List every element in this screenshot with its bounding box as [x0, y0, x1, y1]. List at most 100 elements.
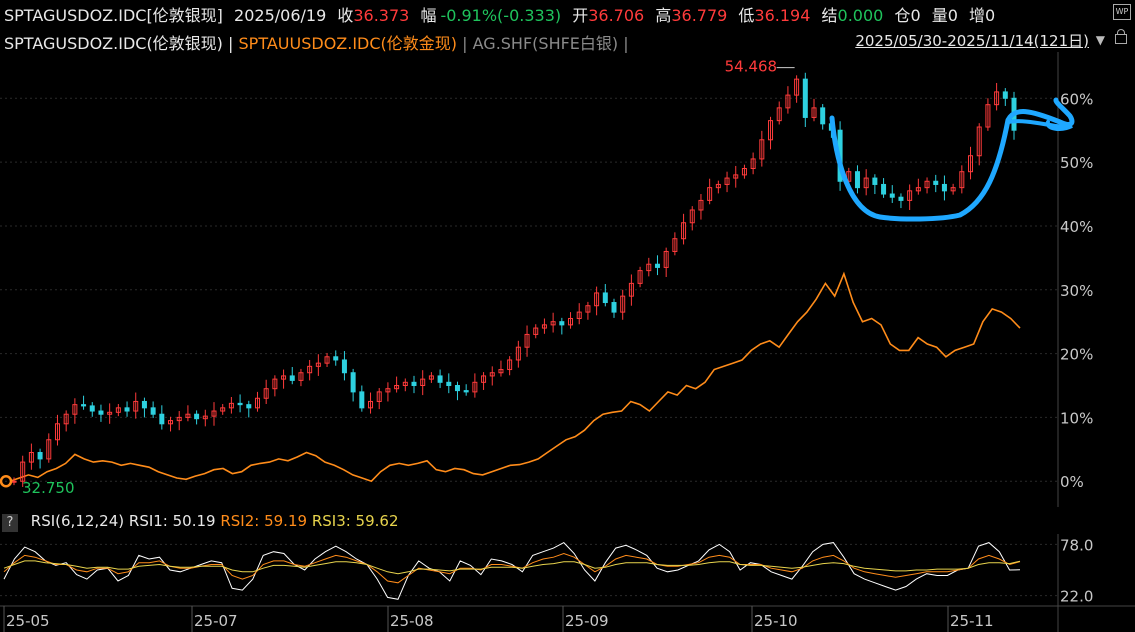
candle-body	[28, 452, 34, 463]
high-price-label: 54.468	[725, 58, 778, 76]
candle-body	[820, 107, 826, 125]
candle-body	[81, 404, 87, 407]
candle-body	[976, 126, 982, 157]
candle-body	[898, 196, 904, 201]
rsi-name: RSI(6,12,24)	[30, 512, 125, 530]
rsi-tick-label: 22.0	[1060, 588, 1093, 606]
help-icon[interactable]: ?	[2, 514, 18, 532]
quote-date: 2025/06/19	[234, 6, 327, 25]
candle-body	[533, 327, 539, 335]
candle-body	[307, 365, 313, 374]
candle-body	[524, 333, 530, 348]
candle-body	[341, 359, 347, 374]
main-chart[interactable]: 0% 10% 20% 30% 40% 50% 60% 54.468 32.750	[0, 52, 1135, 507]
wp-icon[interactable]: WP	[1113, 4, 1131, 20]
candle-body	[333, 356, 339, 361]
candle-body	[646, 263, 652, 272]
candle-body	[933, 180, 939, 185]
y-tick-label: 20%	[1060, 346, 1093, 364]
rsi-line-3	[3, 560, 1021, 575]
candle-body	[915, 187, 921, 192]
candle-body	[489, 372, 495, 377]
symbol-title: SPTAGUSDOZ.IDC[伦敦银现]	[4, 6, 223, 25]
hand-drawn-cup-annotation	[829, 97, 1075, 222]
change-value: -0.91%(-0.333)	[440, 6, 562, 25]
candle-body	[202, 415, 208, 420]
candle-body	[228, 402, 234, 409]
candle-body	[37, 452, 43, 460]
date-range-selector[interactable]: 2025/05/30-2025/11/14(121日)	[855, 32, 1089, 50]
candle-body	[185, 413, 191, 418]
candle-body	[802, 78, 808, 118]
candle-body	[759, 139, 765, 160]
candle-body	[472, 381, 478, 393]
candle-body	[672, 238, 678, 252]
candle-body	[594, 292, 600, 307]
candle-body	[420, 378, 426, 386]
candle-body	[550, 321, 556, 326]
candle-body	[872, 177, 878, 185]
close-value: 36.373	[353, 6, 410, 25]
candle-body	[463, 390, 469, 393]
candle-body	[359, 391, 365, 409]
candle-body	[498, 369, 504, 374]
candle-body	[863, 177, 869, 189]
candle-body	[889, 193, 895, 198]
candle-body	[368, 400, 374, 409]
legend-sep: |	[228, 34, 234, 53]
candle-body	[194, 413, 200, 420]
candle-body	[394, 385, 400, 390]
change-label: 幅	[420, 6, 437, 25]
candle-body	[854, 171, 860, 189]
candle-body	[350, 372, 356, 393]
candle-body	[281, 375, 287, 380]
triangle-down-icon[interactable]: ▼	[1095, 33, 1105, 47]
candle-body	[411, 381, 417, 387]
y-tick-label: 0%	[1060, 473, 1084, 491]
x-tick-label: 25-10	[754, 612, 798, 630]
rsi-chart[interactable]: 78.0 22.0 25-05 25-07 25-08 25-09 25-10 25-11	[0, 534, 1135, 632]
legend-bar: SPTAGUSDOZ.IDC(伦敦银现) | SPTAUUSDOZ.IDC(伦敦…	[4, 30, 629, 53]
candle-body	[620, 295, 626, 313]
y-axis: 0% 10% 20% 30% 40% 50% 60%	[1057, 52, 1093, 507]
start-marker	[0, 474, 13, 488]
candle-body	[576, 311, 582, 319]
settle-label: 结	[821, 6, 838, 25]
candle-body	[54, 423, 60, 441]
high-value: 36.779	[671, 6, 728, 25]
settle-value: 0.000	[837, 6, 884, 25]
x-tick-label: 25-11	[950, 612, 994, 630]
candle-body	[846, 171, 852, 182]
candle-body	[654, 263, 660, 268]
candle-body	[46, 439, 52, 460]
candle-body	[637, 270, 643, 284]
legend-gold[interactable]: SPTAUUSDOZ.IDC(伦敦金现)	[238, 34, 458, 53]
y-tick-label: 40%	[1060, 218, 1093, 236]
candle-body	[237, 402, 243, 406]
candle-body	[150, 407, 156, 415]
candle-body	[785, 94, 791, 109]
candle-body	[324, 356, 330, 364]
legend-silver[interactable]: SPTAGUSDOZ.IDC(伦敦银现)	[4, 34, 223, 53]
rsi3-value: RSI3: 59.62	[311, 512, 399, 530]
rsi-header: ? RSI(6,12,24) RSI1: 50.19 RSI2: 59.19 R…	[2, 512, 399, 532]
low-label: 低	[738, 6, 755, 25]
lock-icon[interactable]	[1115, 29, 1127, 44]
candle-body	[481, 375, 487, 383]
position-label: 仓	[894, 6, 911, 25]
candle-body	[246, 404, 252, 409]
low-value: 36.194	[754, 6, 811, 25]
open-label: 开	[572, 6, 589, 25]
rsi-lines	[3, 541, 1021, 600]
x-tick-label: 25-07	[194, 612, 238, 630]
legend-shfe-silver[interactable]: AG.SHF(SHFE白银)	[472, 34, 619, 53]
candle-body	[63, 413, 69, 425]
x-tick-label: 25-09	[565, 612, 609, 630]
candle-body	[959, 171, 965, 189]
candle-body	[454, 385, 460, 392]
rsi-y-axis: 78.0 22.0	[1057, 534, 1093, 632]
increase-value: 0	[985, 6, 996, 25]
candle-body	[741, 168, 747, 176]
candle-body	[11, 480, 17, 483]
high-label: 高	[655, 6, 672, 25]
